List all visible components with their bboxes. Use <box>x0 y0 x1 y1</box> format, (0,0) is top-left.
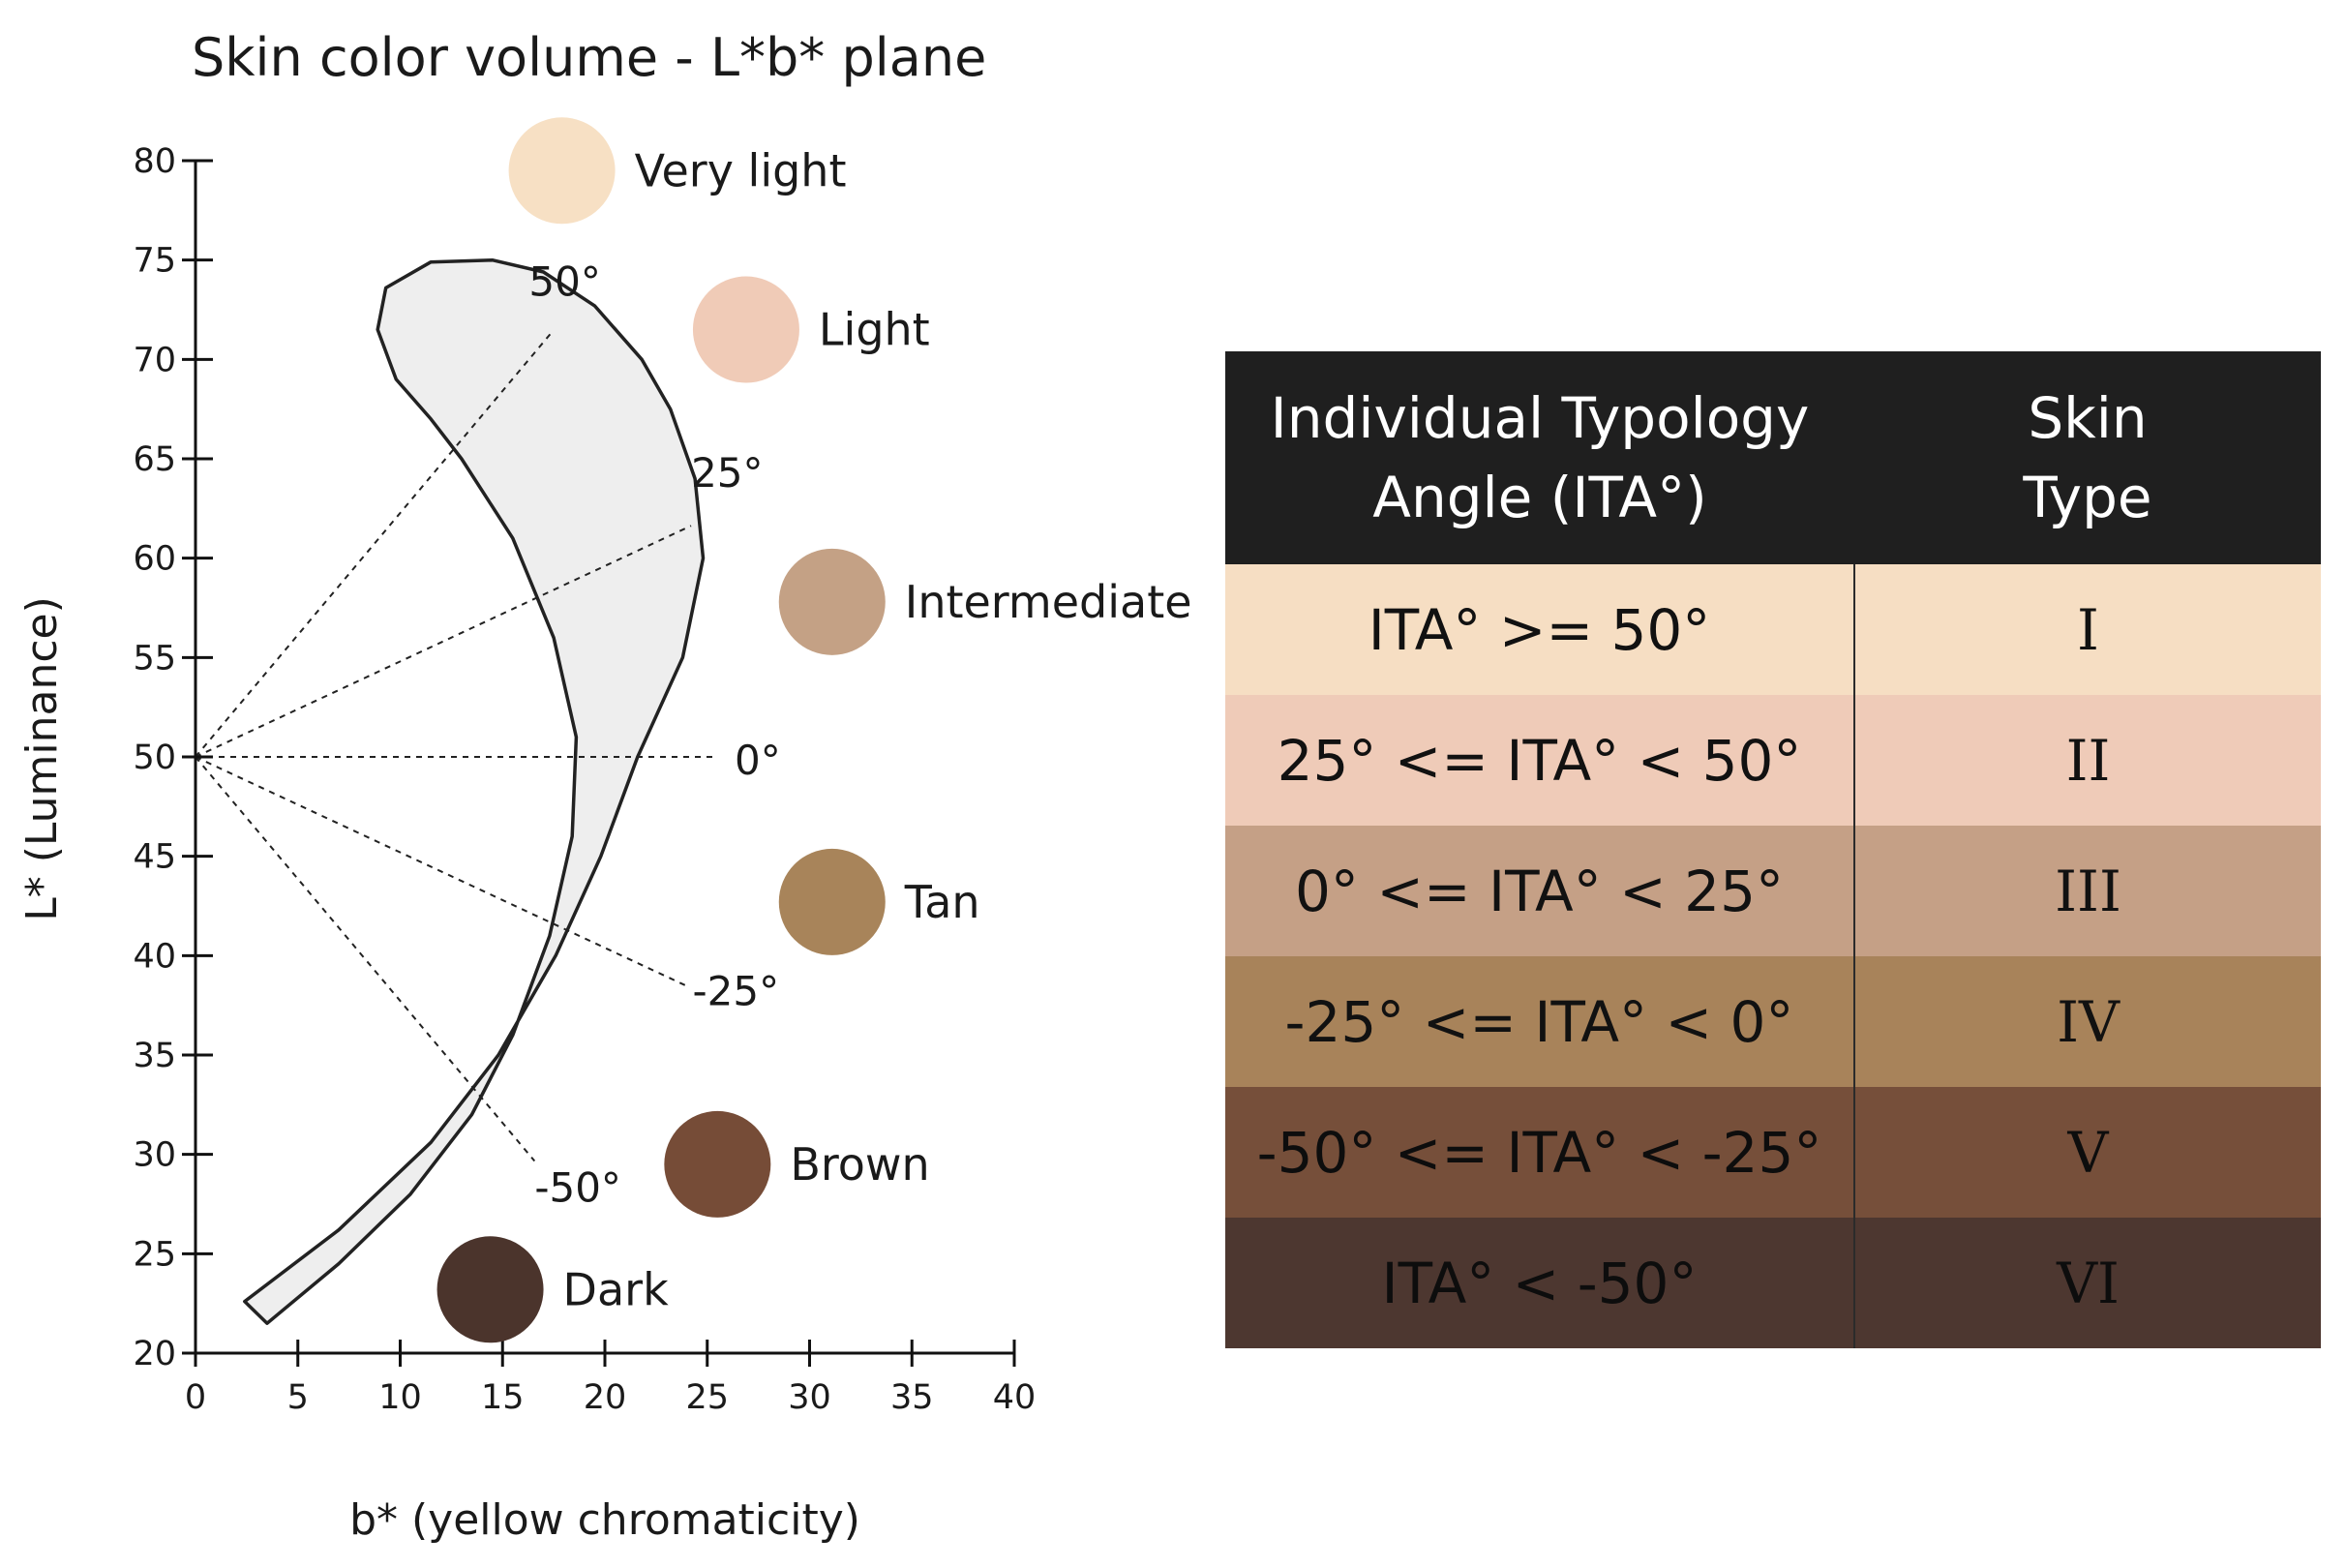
skin-swatch <box>778 848 886 955</box>
skin-type-cell: II <box>2065 727 2111 794</box>
chart-title: Skin color volume - L*b* plane <box>192 27 986 88</box>
header-ita-range: Individual Typology Angle (ITA°) <box>1225 351 1854 564</box>
y-tick-label: 35 <box>133 1037 176 1075</box>
y-tick-label: 45 <box>133 838 176 877</box>
x-tick-label: 35 <box>890 1378 934 1417</box>
x-tick-label: 20 <box>584 1378 627 1417</box>
ita-skin-type-table: Individual Typology Angle (ITA°) Skin Ty… <box>1225 351 2321 1348</box>
x-axis-label: b* (yellow chromaticity) <box>349 1495 860 1545</box>
ita-ray <box>195 525 692 758</box>
skin-color-volume <box>243 257 706 1325</box>
skin-swatch-label: Brown <box>790 1138 929 1191</box>
ita-range-cell: 25° <= ITA° < 50° <box>1225 695 1855 826</box>
table-row: ITA° >= 50° I <box>1225 564 2321 695</box>
x-tick-label: 10 <box>378 1378 422 1417</box>
y-tick-label: 25 <box>133 1235 176 1274</box>
y-tick-label: 40 <box>133 937 176 976</box>
table-row: ITA° < -50° VI <box>1225 1218 2321 1348</box>
skin-swatch-label: Very light <box>635 144 847 196</box>
ita-angle-label: -50° <box>534 1163 621 1211</box>
ita-angle-label: 25° <box>691 449 763 497</box>
skin-swatch <box>692 276 799 383</box>
header-skin-type-line2: Type <box>2023 465 2152 530</box>
skin-swatch <box>436 1236 544 1343</box>
skin-type-cell: III <box>2055 858 2121 924</box>
skin-swatch-label: Intermediate <box>905 576 1192 628</box>
y-tick-label: 70 <box>133 341 176 379</box>
table-row: 0° <= ITA° < 25° III <box>1225 826 2321 956</box>
skin-swatch-label: Light <box>819 304 930 356</box>
x-tick-label: 0 <box>185 1378 206 1417</box>
ita-ray <box>195 756 687 987</box>
skin-type-cell: V <box>2067 1119 2109 1186</box>
ita-chart: Skin color volume - L*b* plane 50° 25° 0° -… <box>17 27 1192 1545</box>
skin-swatches: Very light Light Intermediate Tan Brown Dark <box>436 117 1192 1343</box>
volume-outline <box>243 257 706 1325</box>
y-tick-label: 60 <box>133 540 176 579</box>
x-tick-label: 15 <box>481 1378 525 1417</box>
ita-angle-label: 0° <box>735 737 781 784</box>
y-tick-label: 55 <box>133 639 176 678</box>
table-row: -50° <= ITA° < -25° V <box>1225 1087 2321 1218</box>
ita-angle-label: 50° <box>528 257 600 305</box>
ita-range-cell: ITA° < -50° <box>1225 1218 1855 1348</box>
ita-angle-label: -25° <box>693 968 780 1015</box>
ita-angle-lines: 50° 25° 0° -25° -50° <box>195 257 781 1211</box>
y-tick-label: 20 <box>133 1335 176 1373</box>
y-tick-label: 30 <box>133 1136 176 1175</box>
x-tick-label: 40 <box>993 1378 1037 1417</box>
ita-range-cell: 0° <= ITA° < 25° <box>1225 826 1855 956</box>
header-ita-range-line1: Individual Typology <box>1270 385 1810 451</box>
skin-type-cell: IV <box>2057 988 2120 1055</box>
x-tick-label: 25 <box>685 1378 729 1417</box>
y-tick-label: 75 <box>133 242 176 281</box>
table-row: -25° <= ITA° < 0° IV <box>1225 956 2321 1087</box>
ita-ray <box>195 756 536 1162</box>
header-skin-type: Skin Type <box>1854 351 2321 564</box>
ita-range-cell: ITA° >= 50° <box>1225 564 1855 695</box>
skin-swatch-label: Tan <box>904 876 980 928</box>
header-ita-range-line2: Angle (ITA°) <box>1372 465 1707 530</box>
axes: 0 5 10 15 20 25 30 35 40 20 25 30 35 40 45 50 55 60 65 70 75… <box>133 142 1036 1417</box>
table-row: 25° <= ITA° < 50° II <box>1225 695 2321 826</box>
y-tick-label: 80 <box>133 142 176 181</box>
skin-swatch <box>664 1110 771 1218</box>
y-tick-label: 50 <box>133 739 176 777</box>
skin-swatch-label: Dark <box>563 1263 670 1315</box>
ita-range-cell: -50° <= ITA° < -25° <box>1225 1087 1855 1218</box>
y-axis-label: L* (Luminance) <box>17 596 67 921</box>
skin-type-cell: I <box>2077 596 2099 663</box>
x-tick-label: 30 <box>788 1378 831 1417</box>
x-tick-label: 5 <box>287 1378 309 1417</box>
y-tick-label: 65 <box>133 440 176 479</box>
ita-ray <box>195 333 552 758</box>
skin-swatch <box>778 548 886 655</box>
ita-range-cell: -25° <= ITA° < 0° <box>1225 956 1855 1087</box>
header-skin-type-line1: Skin <box>2028 385 2148 451</box>
skin-type-cell: VI <box>2057 1250 2120 1316</box>
skin-swatch <box>508 117 616 225</box>
table-header-row: Individual Typology Angle (ITA°) Skin Ty… <box>1225 351 2321 564</box>
